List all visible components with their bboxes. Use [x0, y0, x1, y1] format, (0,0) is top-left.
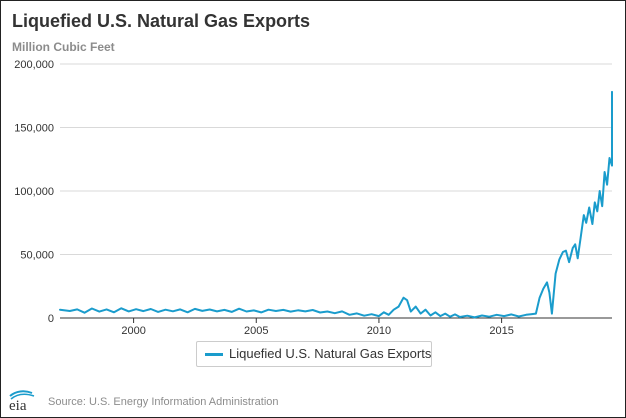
chart-title: Liquefied U.S. Natural Gas Exports: [12, 11, 311, 31]
y-tick-label: 100,000: [14, 186, 54, 198]
x-tick-label: 2000: [121, 325, 145, 337]
svg-text:eia: eia: [9, 398, 27, 412]
y-tick-label: 0: [48, 313, 54, 325]
x-tick-label: 2010: [367, 325, 391, 337]
legend[interactable]: Liquefied U.S. Natural Gas Exports: [196, 341, 432, 367]
series-line: [59, 90, 613, 319]
legend-swatch: [205, 353, 223, 356]
y-tick-label: 200,000: [14, 59, 54, 71]
legend-label: Liquefied U.S. Natural Gas Exports: [229, 346, 432, 361]
eia-logo: eia: [9, 390, 35, 412]
y-tick-label: 150,000: [14, 123, 54, 135]
chart-unit-label: Million Cubic Feet: [12, 40, 115, 54]
x-tick-label: 2005: [244, 325, 268, 337]
y-tick-label: 50,000: [20, 250, 54, 262]
source-note: Source: U.S. Energy Information Administ…: [48, 396, 279, 408]
x-tick-label: 2015: [489, 325, 513, 337]
